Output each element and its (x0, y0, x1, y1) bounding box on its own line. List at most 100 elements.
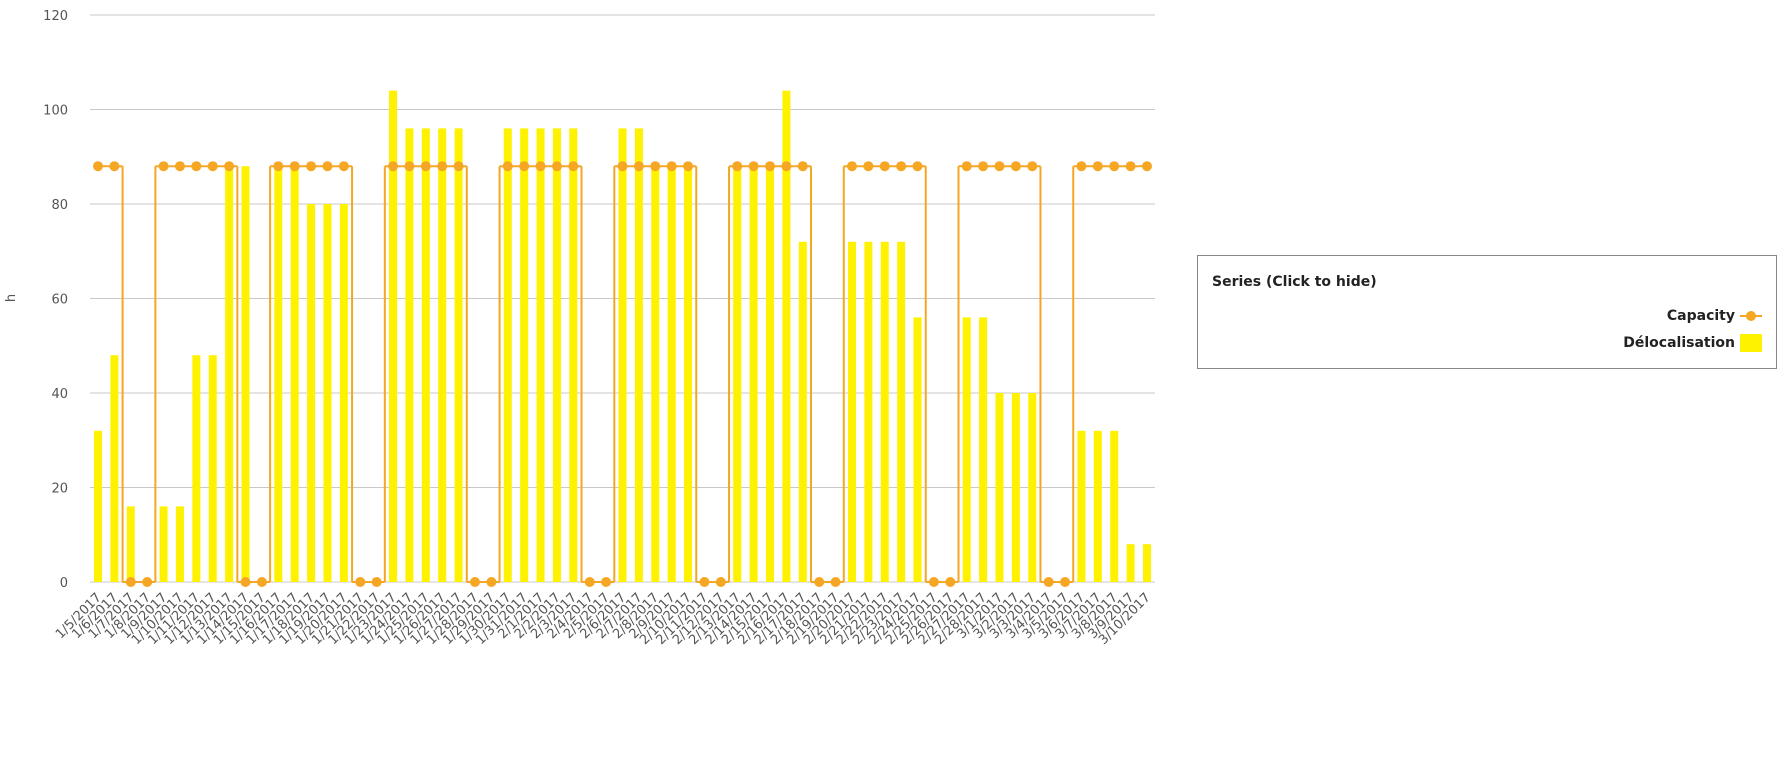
legend-swatch (1740, 334, 1762, 352)
line-marker (306, 161, 317, 172)
bar (766, 166, 775, 582)
line-marker (846, 161, 857, 172)
line-marker (420, 161, 431, 172)
line-marker (1043, 577, 1054, 587)
bar (307, 204, 316, 582)
legend-swatch (1740, 310, 1762, 322)
line-marker (469, 577, 480, 587)
y-tick-label: 100 (43, 104, 68, 119)
bar (1143, 544, 1151, 582)
line-marker (1060, 577, 1071, 587)
bar (126, 506, 135, 582)
bar (274, 166, 283, 582)
bar (438, 128, 447, 582)
bar (454, 128, 463, 582)
bar (339, 204, 348, 582)
bar (389, 90, 398, 582)
line-marker (568, 161, 579, 172)
line-marker (961, 161, 972, 172)
line-marker (191, 161, 202, 172)
bar (175, 506, 184, 582)
legend-item[interactable]: Capacity (1667, 308, 1762, 324)
line-marker (535, 161, 546, 172)
line-marker (650, 161, 661, 172)
y-tick-label: 120 (43, 9, 68, 24)
bar (241, 166, 250, 582)
line-marker (666, 161, 677, 172)
bar (651, 166, 660, 582)
bar (569, 128, 578, 582)
line-marker (748, 161, 759, 172)
line-marker (633, 161, 644, 172)
bar (159, 506, 168, 582)
line-marker (1125, 161, 1136, 172)
line-marker (879, 161, 890, 172)
y-tick-label: 0 (60, 576, 68, 591)
bar (110, 355, 119, 582)
line-marker (371, 577, 382, 587)
line-marker (1109, 161, 1120, 172)
bar (897, 241, 906, 583)
line-marker (1076, 161, 1087, 172)
line-marker (158, 161, 169, 172)
line-marker (1142, 161, 1152, 172)
bar (225, 166, 234, 582)
line-marker (404, 161, 415, 172)
bar (880, 241, 889, 583)
line-marker (601, 577, 612, 587)
line-marker (224, 161, 235, 172)
line-marker (1092, 161, 1103, 172)
bar (618, 128, 627, 582)
y-tick-label: 60 (51, 293, 68, 308)
line-marker (912, 161, 923, 172)
bar (290, 166, 299, 582)
bar (847, 241, 856, 583)
line-marker (207, 161, 218, 172)
legend-item[interactable]: Délocalisation (1623, 334, 1762, 352)
bar (1126, 544, 1135, 582)
legend-label[interactable]: Capacity (1666, 308, 1735, 324)
bar (864, 241, 873, 583)
bar (749, 166, 758, 582)
y-tick-label: 40 (51, 387, 68, 402)
bar (979, 317, 988, 582)
bar (733, 166, 742, 582)
bar (192, 355, 201, 582)
line-marker (781, 161, 792, 172)
line-marker (109, 161, 120, 172)
line-marker (699, 577, 710, 587)
bar (1077, 430, 1086, 582)
bar (405, 128, 414, 582)
line-marker (945, 577, 956, 587)
line-marker (1027, 161, 1038, 172)
bar (995, 393, 1004, 582)
line-marker (240, 577, 251, 587)
bar (684, 166, 693, 582)
line-marker (355, 577, 366, 587)
line-marker (978, 161, 989, 172)
line-marker (584, 577, 595, 587)
line-marker (715, 577, 726, 587)
bar (323, 204, 332, 582)
line-marker (551, 161, 562, 172)
line-marker (388, 161, 399, 172)
bar (667, 166, 676, 582)
bar (782, 90, 791, 582)
line-marker (338, 161, 349, 172)
line-marker (437, 161, 448, 172)
line-marker (486, 577, 497, 587)
line-marker (453, 161, 464, 172)
line-marker (519, 161, 530, 172)
line-marker (93, 161, 103, 172)
line-marker (502, 161, 513, 172)
bar (1028, 393, 1037, 582)
legend: Series (Click to hide) Capacity Délocali… (1197, 255, 1777, 369)
bar (1093, 430, 1102, 582)
legend-label[interactable]: Délocalisation (1623, 335, 1735, 351)
line-marker (797, 161, 808, 172)
chart: h 0204060801001201/5/20171/6/20171/7/201… (4, 9, 1155, 648)
line-marker (683, 161, 694, 172)
y-tick-label: 20 (51, 482, 68, 497)
line-marker (863, 161, 874, 172)
